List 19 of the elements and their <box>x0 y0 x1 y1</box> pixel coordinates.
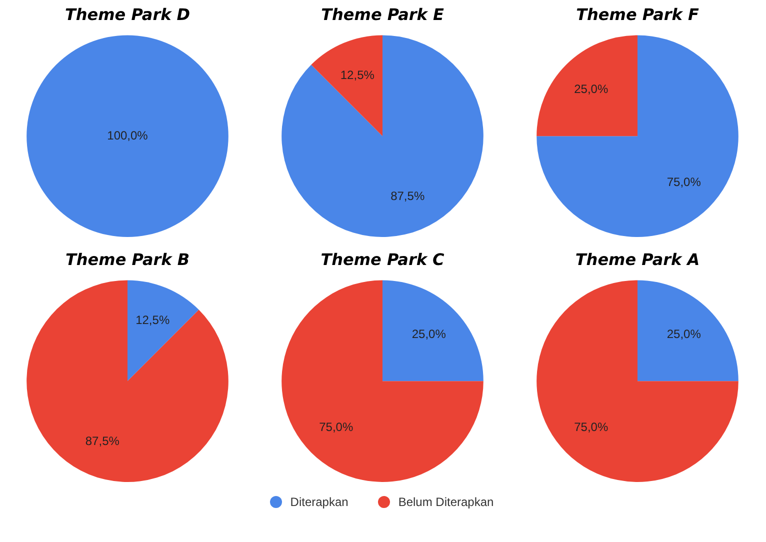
chart-title: Theme Park C <box>320 250 445 269</box>
chart-title: Theme Park E <box>321 4 444 24</box>
data-label: 25,0% <box>666 327 702 342</box>
data-label: 87,5% <box>390 189 425 204</box>
data-label: 100,0% <box>107 128 148 142</box>
data-label: 75,0% <box>319 420 354 434</box>
chart-title: Theme Park F <box>576 4 699 24</box>
legend-label: Diterapkan <box>290 495 348 509</box>
data-label: 75,0% <box>666 174 702 189</box>
chart-title: Theme Park A <box>575 250 700 269</box>
chart-title: Theme Park D <box>64 4 190 24</box>
data-label: 25,0% <box>412 327 446 342</box>
data-label: 12,5% <box>340 68 375 82</box>
data-label: 75,0% <box>574 420 608 434</box>
data-label: 87,5% <box>85 434 120 448</box>
chart-title: Theme Park B <box>65 250 190 269</box>
data-label: 12,5% <box>136 312 170 327</box>
legend-label: Belum Diterapkan <box>398 495 494 509</box>
data-label: 25,0% <box>574 82 608 96</box>
